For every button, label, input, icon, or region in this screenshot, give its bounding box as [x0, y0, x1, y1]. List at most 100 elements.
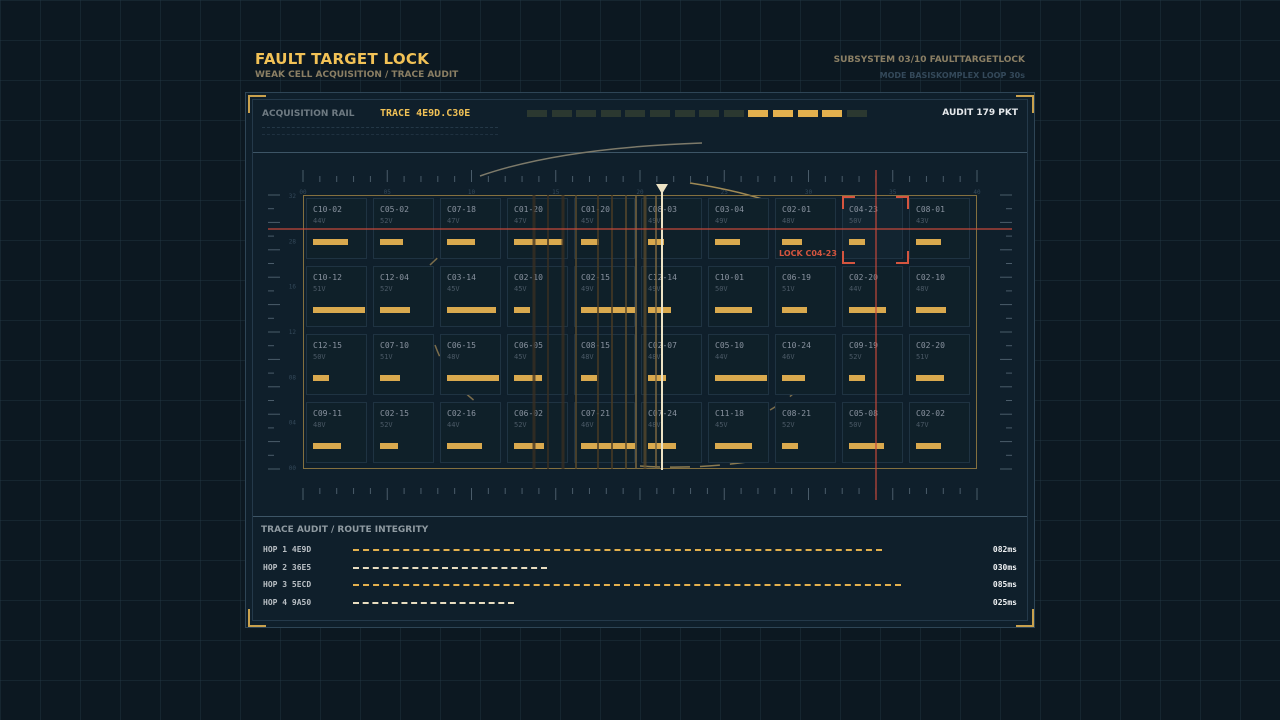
grid-cell[interactable]: C10-12 51V	[306, 266, 367, 327]
cell-level-bar	[380, 443, 398, 449]
hop-label: HOP 2 36E5	[263, 562, 312, 572]
scale-label: 30	[805, 189, 813, 196]
grid-cell[interactable]: C07-21 46V	[574, 402, 635, 463]
cell-level-bar	[514, 443, 544, 449]
cell-voltage: 52V	[782, 421, 795, 429]
grid-cell[interactable]: C08-15 48V	[574, 334, 635, 395]
grid-cell[interactable]: C08-21 52V	[775, 402, 836, 463]
cell-level-bar	[648, 307, 671, 313]
scale-label: 05	[384, 189, 392, 196]
cell-voltage: 52V	[514, 421, 527, 429]
grid-cell[interactable]: C03-14 45V	[440, 266, 501, 327]
grid-cell[interactable]: C06-15 48V	[440, 334, 501, 395]
scale-label: 15	[552, 189, 560, 196]
cell-voltage: 47V	[514, 217, 527, 225]
grid-cell[interactable]: C06-02 52V	[507, 402, 568, 463]
cell-voltage: 46V	[782, 353, 795, 361]
hop-latency: 030ms	[992, 562, 1017, 572]
grid-cell[interactable]: C02-15 52V	[373, 402, 434, 463]
scale-ticks: 00 05 10 15 20 25 30 35 40 32 28 16 12 08 04 00	[268, 170, 1012, 500]
grid-cell[interactable]: C02-20 44V	[842, 266, 903, 327]
grid-cell[interactable]: C07-10 51V	[373, 334, 434, 395]
grid-cell[interactable]: C02-10 48V	[909, 266, 970, 327]
progress-segment	[551, 110, 572, 117]
cell-voltage: 48V	[648, 353, 661, 361]
hop-label: HOP 4 9A50	[263, 597, 312, 607]
cell-voltage: 49V	[581, 285, 594, 293]
hop-latency: 082ms	[992, 545, 1017, 554]
cell-voltage: 51V	[313, 285, 326, 293]
main-panel-inner	[252, 99, 1028, 621]
grid-cell[interactable]: C09-11 48V	[306, 402, 367, 463]
cell-level-bar	[447, 375, 499, 381]
rail-dashes	[262, 127, 498, 128]
scale-label: 00	[289, 465, 297, 472]
hop-latency: 085ms	[992, 580, 1017, 589]
scale-label: 40	[973, 189, 981, 196]
cell-id: C10-24	[782, 341, 811, 350]
cell-id: C02-01	[782, 205, 811, 214]
cell-voltage: 51V	[916, 353, 929, 361]
cell-id: C07-10	[380, 341, 409, 350]
grid-cell[interactable]: C02-15 49V	[574, 266, 635, 327]
cell-voltage: 45V	[514, 353, 527, 361]
cell-id: C03-14	[447, 273, 476, 282]
progress-segment	[650, 110, 670, 117]
grid-cell[interactable]: C02-10 45V	[507, 266, 568, 327]
progress-segment	[822, 110, 843, 117]
cell-id: C04-23	[849, 205, 878, 214]
hop-latency: 025ms	[992, 597, 1017, 607]
cell-level-bar	[313, 443, 341, 449]
cell-voltage: 50V	[849, 217, 862, 225]
cell-level-bar	[514, 375, 542, 381]
cell-id: C06-15	[447, 341, 476, 350]
cell-level-bar	[916, 375, 944, 381]
cell-level-bar	[514, 307, 530, 313]
grid-cell[interactable]: C12-15 50V	[306, 334, 367, 395]
grid-cell[interactable]: C02-16 44V	[440, 402, 501, 463]
cell-level-bar	[782, 239, 802, 245]
grid-cell[interactable]: C12-04 52V	[373, 266, 434, 327]
cell-level-bar	[380, 375, 400, 381]
grid-cell[interactable]: C02-02 47V	[909, 402, 970, 463]
grid-cell[interactable]: C10-24 46V	[775, 334, 836, 395]
cell-level-bar	[715, 443, 752, 449]
rail-separator	[253, 152, 1027, 153]
cell-voltage: 44V	[715, 353, 728, 361]
cell-id: C01-20	[581, 205, 610, 214]
cell-level-bar	[380, 307, 410, 313]
progress-segment	[600, 110, 621, 117]
grid-cell[interactable]: C05-10 44V	[708, 334, 769, 395]
lock-reticle	[842, 196, 909, 264]
grid-cell[interactable]: C06-05 45V	[507, 334, 568, 395]
grid-cell[interactable]: C09-19 52V	[842, 334, 903, 395]
progress-segment	[576, 110, 597, 117]
grid-cell[interactable]: C02-20 51V	[909, 334, 970, 395]
cell-voltage: 48V	[581, 353, 594, 361]
grid-cell[interactable]: C06-19 51V	[775, 266, 836, 327]
cell-level-bar	[849, 307, 886, 313]
audit-count: AUDIT 179 PKT	[942, 108, 1018, 118]
cell-level-bar	[313, 375, 329, 381]
trace-audit-title: TRACE AUDIT / ROUTE INTEGRITY	[261, 525, 429, 535]
grid-cell[interactable]: C11-18 45V	[708, 402, 769, 463]
cell-id: C06-19	[782, 273, 811, 282]
grid-cell[interactable]: C05-08 50V	[842, 402, 903, 463]
grid-cell[interactable]: C10-01 50V	[708, 266, 769, 327]
acquisition-rail-label: ACQUISITION RAIL	[262, 109, 355, 119]
cell-id: C02-02	[916, 409, 945, 418]
cell-level-bar	[581, 375, 597, 381]
cell-id: C02-10	[514, 273, 543, 282]
cell-level-bar	[782, 443, 798, 449]
scale-label: 00	[299, 189, 307, 196]
cell-level-bar	[581, 239, 599, 245]
scale-label: 08	[289, 374, 297, 381]
cell-id: C09-19	[849, 341, 878, 350]
cell-id: C08-21	[782, 409, 811, 418]
cell-voltage: 44V	[447, 421, 460, 429]
cell-voltage: 50V	[313, 353, 326, 361]
cell-level-bar	[313, 239, 348, 245]
mode-label: MODE BASISKOMPLEX LOOP 30s	[879, 71, 1025, 80]
scale-label: 12	[289, 329, 297, 336]
cell-level-bar	[447, 443, 482, 449]
